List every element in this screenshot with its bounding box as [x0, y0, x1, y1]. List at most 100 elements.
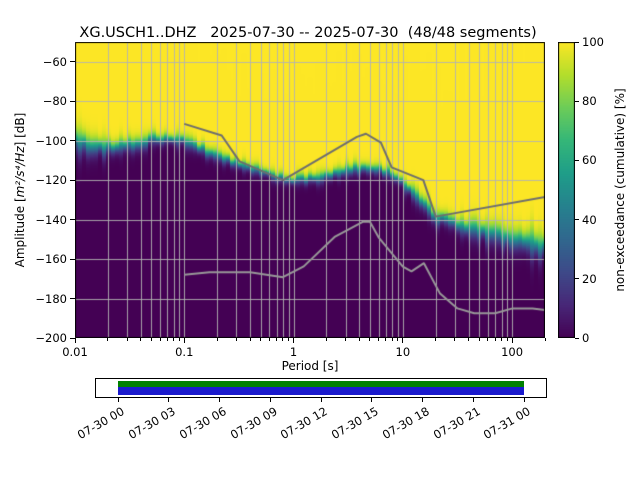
colorbar-tick: [575, 159, 579, 161]
x-tick-label: 10: [395, 345, 411, 359]
ppsd-heatmap-canvas: [75, 42, 545, 338]
x-axis-tick: [511, 338, 513, 343]
x-axis-tick: [293, 338, 295, 343]
timeline-tick: [219, 398, 220, 402]
y-axis-tick: [70, 100, 75, 102]
y-axis-tick: [70, 140, 75, 142]
colorbar-label: non-exceedance (cumulative) [%]: [613, 88, 627, 292]
x-axis-minor-tick: [216, 338, 218, 341]
x-tick-label: 0.1: [175, 345, 194, 359]
x-axis-minor-tick: [126, 338, 128, 341]
x-tick-label: 0.01: [62, 345, 88, 359]
colorbar-tick: [575, 219, 579, 221]
coverage-data-bar: [118, 387, 524, 395]
timeline-tick-label: 07-30 06: [176, 404, 229, 442]
x-tick-label: 100: [501, 345, 524, 359]
timeline-tick: [472, 398, 474, 402]
timeline-tick-label: 07-30 12: [278, 404, 330, 442]
x-axis-minor-tick: [378, 338, 380, 341]
colorbar-tick-label: 20: [582, 271, 597, 286]
timeline-tick: [371, 398, 373, 402]
x-axis-minor-tick: [166, 338, 168, 341]
y-tick-label: −100: [35, 133, 67, 148]
x-axis-minor-tick: [235, 338, 237, 341]
x-axis-minor-tick: [454, 338, 456, 341]
y-tick-label: −180: [35, 291, 67, 306]
colorbar-tick: [575, 100, 579, 102]
colorbar-tick-label: 60: [582, 153, 597, 168]
x-axis-label: Period [s]: [281, 359, 339, 373]
x-axis-minor-tick: [487, 338, 489, 341]
timeline-tick-label: 07-30 03: [125, 404, 178, 442]
x-axis-minor-tick: [178, 338, 180, 341]
y-axis-label: Amplitude [m²/s⁴/Hz] [dB]: [13, 113, 27, 268]
timeline-tick-label: 07-31 00: [481, 404, 533, 442]
chart-title: XG.USCH1..DHZ 2025-07-30 -- 2025-07-30 (…: [79, 25, 537, 41]
x-axis-minor-tick: [150, 338, 152, 341]
timeline-tick: [269, 398, 271, 402]
colorbar-tick-label: 100: [582, 35, 604, 49]
colorbar: [558, 42, 575, 338]
y-axis-label-text: ] [dB]: [13, 112, 27, 147]
coverage-timeline: [95, 378, 547, 398]
y-tick-label: −80: [42, 94, 67, 109]
timeline-tick: [117, 398, 119, 402]
x-axis-minor-tick: [325, 338, 327, 341]
y-tick-label: −200: [35, 331, 67, 345]
colorbar-tick: [575, 41, 579, 43]
timeline-tick: [523, 398, 525, 402]
x-axis-minor-tick: [282, 338, 284, 341]
y-axis-tick: [70, 61, 75, 63]
x-axis-minor-tick: [501, 338, 502, 341]
timeline-tick-label: 07-30 18: [379, 404, 432, 442]
y-axis-tick: [70, 219, 75, 221]
timeline-tick: [320, 398, 322, 402]
x-axis-minor-tick: [358, 338, 360, 341]
x-axis-minor-tick: [391, 338, 393, 341]
x-axis-tick: [183, 338, 185, 343]
y-axis-units: m²/s⁴/Hz: [13, 146, 27, 198]
x-axis-tick: [74, 338, 76, 343]
y-axis-tick: [70, 179, 75, 181]
x-axis-minor-tick: [478, 338, 480, 341]
x-axis-minor-tick: [249, 338, 251, 341]
x-axis-minor-tick: [385, 338, 387, 341]
timeline-tick-label: 07-30 00: [75, 404, 127, 442]
y-tick-label: −120: [35, 173, 67, 188]
x-axis-minor-tick: [268, 338, 270, 341]
x-axis-tick: [402, 338, 404, 343]
y-axis-tick: [70, 298, 75, 300]
timeline-tick-label: 07-30 15: [328, 404, 381, 442]
x-axis-minor-tick: [369, 338, 371, 341]
x-axis-minor-tick: [345, 338, 347, 341]
x-axis-minor-tick: [260, 338, 262, 341]
x-axis-minor-tick: [494, 338, 496, 341]
y-axis-tick: [70, 258, 75, 260]
x-axis-minor-tick: [397, 338, 399, 341]
x-axis-minor-tick: [107, 338, 109, 341]
timeline-tick-label: 07-30 21: [430, 404, 483, 442]
timeline-tick-label: 07-30 09: [227, 404, 280, 442]
colorbar-tick-label: 40: [582, 212, 597, 227]
x-axis-minor-tick: [276, 338, 278, 341]
colorbar-tick: [575, 337, 579, 339]
y-tick-label: −60: [42, 54, 67, 69]
x-axis-minor-tick: [506, 338, 508, 341]
timeline-tick: [422, 398, 423, 402]
colorbar-tick-label: 0: [582, 331, 590, 345]
x-axis-minor-tick: [544, 338, 546, 341]
x-axis-minor-tick: [468, 338, 470, 341]
timeline-tick: [168, 398, 170, 402]
x-axis-minor-tick: [173, 338, 175, 341]
colorbar-tick: [575, 278, 579, 280]
y-tick-label: −160: [35, 252, 67, 267]
x-axis-minor-tick: [435, 338, 437, 341]
x-tick-label: 1: [289, 345, 298, 359]
x-axis-minor-tick: [159, 338, 161, 341]
x-axis-minor-tick: [140, 338, 142, 341]
y-tick-label: −140: [35, 212, 67, 227]
colorbar-tick-label: 80: [582, 94, 597, 109]
coverage-segments-bar: [118, 381, 524, 387]
x-axis-minor-tick: [288, 338, 290, 341]
